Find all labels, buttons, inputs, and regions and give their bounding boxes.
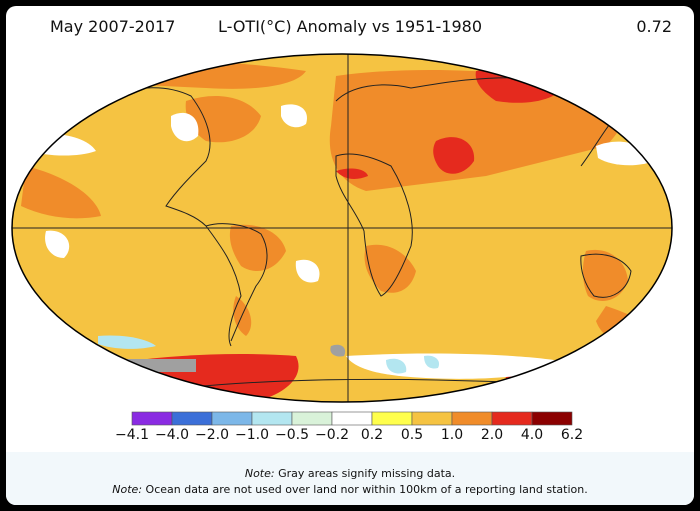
temperature-anomaly-map xyxy=(11,53,673,403)
legend-tick-label: 4.0 xyxy=(521,427,543,443)
legend-tick-label: −2.0 xyxy=(195,427,229,443)
legend-tick-label: −4.0 xyxy=(155,427,189,443)
legend-bin xyxy=(331,411,373,426)
legend-bin xyxy=(411,411,453,426)
legend-tick-label: −4.1 xyxy=(115,427,149,443)
legend-bin xyxy=(491,411,533,426)
legend-color-bins xyxy=(131,411,573,426)
legend-bin xyxy=(371,411,413,426)
legend-bin xyxy=(131,411,173,426)
legend-tick-label: 1.0 xyxy=(441,427,463,443)
globe-outline xyxy=(11,53,673,403)
orange-anomaly-regions xyxy=(21,60,649,347)
legend-tick-label: −1.0 xyxy=(235,427,269,443)
legend-tick-labels: −4.1 −4.0 −2.0 −1.0 −0.5 −0.2 0.2 0.5 1.0 2.0 4.0 6… xyxy=(115,427,583,443)
legend-tick-label: 2.0 xyxy=(481,427,503,443)
legend-tick-label: 0.5 xyxy=(401,427,423,443)
note-ocean-data: Note: Ocean data are not used over land … xyxy=(6,482,694,498)
legend-tick-label: −0.5 xyxy=(275,427,309,443)
note-text: Gray areas signify missing data. xyxy=(278,467,456,480)
notes-panel: Note: Gray areas signify missing data. N… xyxy=(6,452,694,505)
color-scale-legend: −4.1 −4.0 −2.0 −1.0 −0.5 −0.2 0.2 0.5 1.0 2.0 4.0 6… xyxy=(115,411,583,443)
period-label: May 2007-2017 xyxy=(50,17,176,36)
legend-bin xyxy=(531,411,573,426)
legend-bin xyxy=(211,411,253,426)
map-panel: May 2007-2017 L-OTI(°C) Anomaly vs 1951-… xyxy=(6,6,694,505)
legend-bin xyxy=(171,411,213,426)
cool-spots xyxy=(98,335,440,374)
global-mean-value: 0.72 xyxy=(636,17,672,36)
note-label: Note: xyxy=(244,467,275,480)
legend-tick-label: 6.2 xyxy=(561,427,583,443)
note-label: Note: xyxy=(112,483,143,496)
legend-tick-label: −0.2 xyxy=(315,427,349,443)
legend-bin xyxy=(291,411,333,426)
note-missing-data: Note: Gray areas signify missing data. xyxy=(6,466,694,482)
note-text: Ocean data are not used over land nor wi… xyxy=(145,483,588,496)
legend-bin xyxy=(251,411,293,426)
legend-tick-label: 0.2 xyxy=(361,427,383,443)
legend-bin xyxy=(451,411,493,426)
map-title: L-OTI(°C) Anomaly vs 1951-1980 xyxy=(217,17,483,36)
